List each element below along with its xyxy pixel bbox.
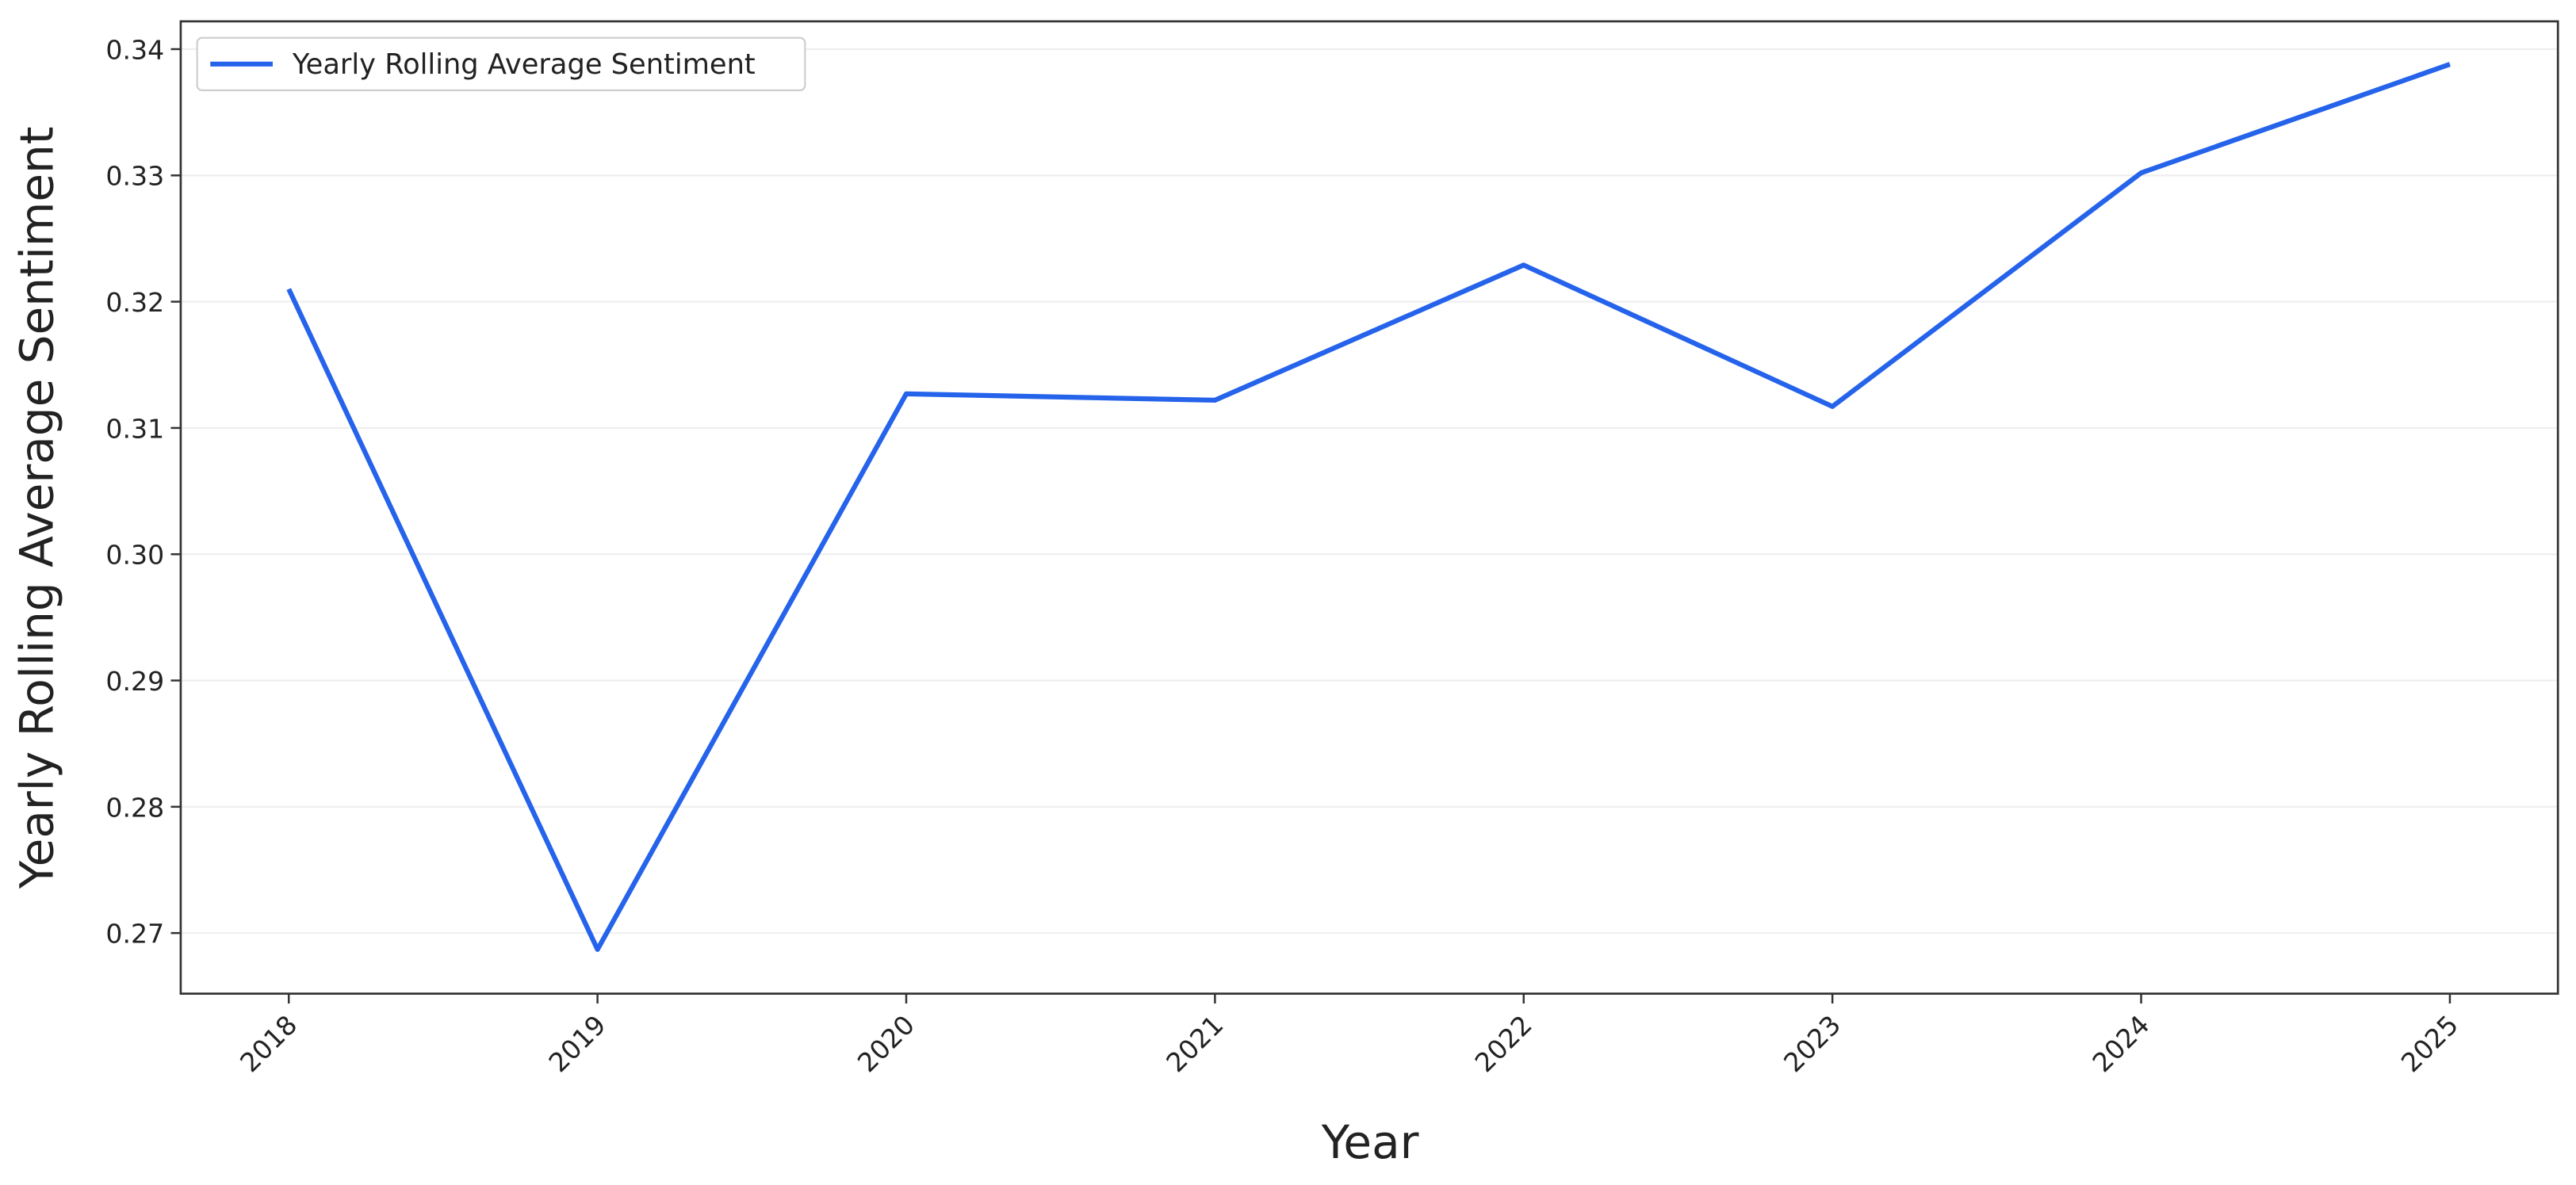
y-axis-label: Yearly Rolling Average Sentiment xyxy=(10,126,63,889)
legend: Yearly Rolling Average Sentiment xyxy=(196,36,806,92)
plot-frame xyxy=(179,20,2559,995)
x-axis-label: Year xyxy=(1321,1115,1419,1169)
y-tick-label: 0.27 xyxy=(105,919,164,950)
y-tick-label: 0.34 xyxy=(105,34,164,65)
x-tick-label: 2023 xyxy=(1778,1009,1847,1078)
x-tick-label: 2025 xyxy=(2395,1009,2464,1078)
y-tick-label: 0.30 xyxy=(105,540,164,571)
data-line xyxy=(286,62,2451,952)
x-tick-label: 2020 xyxy=(852,1009,921,1078)
legend-box xyxy=(196,36,806,92)
x-tick-label: 2019 xyxy=(542,1009,611,1078)
legend-label: Yearly Rolling Average Sentiment xyxy=(292,48,756,81)
y-tick-label: 0.32 xyxy=(105,287,164,318)
x-tick-label: 2022 xyxy=(1469,1009,1538,1078)
y-tick-label: 0.29 xyxy=(105,666,164,697)
y-tick-label: 0.31 xyxy=(105,413,164,444)
x-tick-label: 2021 xyxy=(1160,1009,1229,1078)
y-tick-label: 0.33 xyxy=(105,161,164,192)
x-tick-label: 2024 xyxy=(2086,1009,2155,1078)
y-tick-label: 0.28 xyxy=(105,792,164,823)
x-tick-label: 2018 xyxy=(234,1009,303,1078)
